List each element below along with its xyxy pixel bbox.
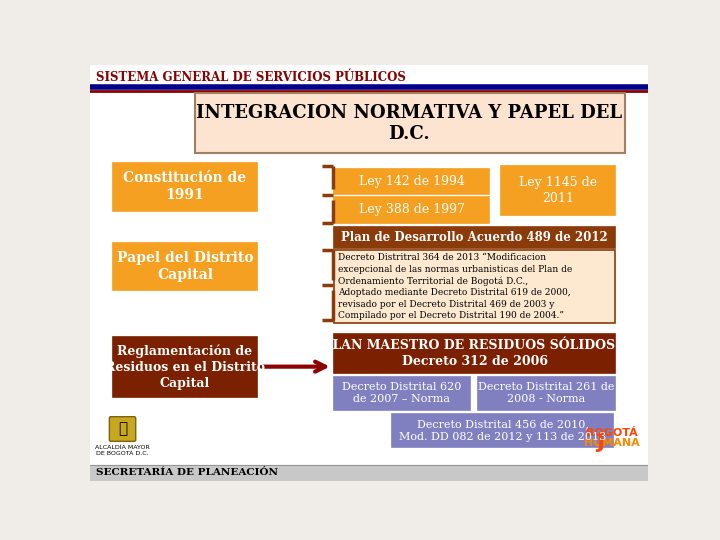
Text: Decreto Distrital 456 de 2010,
Mod. DD 082 de 2012 y 113 de 2013: Decreto Distrital 456 de 2010, Mod. DD 0… [399, 420, 606, 442]
FancyBboxPatch shape [392, 414, 613, 447]
Bar [90, 65, 648, 86]
Text: Constitución de
1991: Constitución de 1991 [123, 171, 246, 202]
Bar [90, 465, 648, 481]
Text: SECRETARÍA DE PLANEACIÓN: SECRETARÍA DE PLANEACIÓN [96, 468, 278, 477]
Text: Papel del Distrito
Capital: Papel del Distrito Capital [117, 251, 253, 282]
FancyBboxPatch shape [109, 417, 136, 441]
Text: ALCALDÍA MAYOR
DE BOGOTÁ D.C.: ALCALDÍA MAYOR DE BOGOTÁ D.C. [95, 445, 150, 456]
FancyBboxPatch shape [334, 226, 616, 248]
Text: PLAN MAESTRO DE RESIDUOS SÓLIDOS –
Decreto 312 de 2006: PLAN MAESTRO DE RESIDUOS SÓLIDOS – Decre… [323, 339, 626, 368]
FancyBboxPatch shape [334, 197, 489, 222]
Text: Decreto Distritral 364 de 2013 “Modificacion
excepcional de las normas urbanisti: Decreto Distritral 364 de 2013 “Modifica… [338, 253, 572, 320]
Text: Decreto Distrital 620
de 2007 – Norma: Decreto Distrital 620 de 2007 – Norma [342, 382, 462, 404]
FancyBboxPatch shape [334, 168, 489, 194]
FancyBboxPatch shape [500, 166, 616, 215]
FancyBboxPatch shape [334, 377, 469, 410]
Text: Ley 1145 de
2011: Ley 1145 de 2011 [519, 176, 597, 205]
FancyBboxPatch shape [334, 249, 616, 323]
Text: J: J [596, 432, 604, 452]
Text: INTEGRACION NORMATIVA Y PAPEL DEL
D.C.: INTEGRACION NORMATIVA Y PAPEL DEL D.C. [197, 104, 622, 143]
FancyBboxPatch shape [334, 334, 616, 373]
FancyBboxPatch shape [113, 338, 256, 397]
Text: HUMANA: HUMANA [584, 438, 639, 448]
FancyBboxPatch shape [113, 244, 256, 289]
Text: 🦅: 🦅 [118, 422, 127, 436]
Text: Decreto Distrital 261 de
2008 - Norma: Decreto Distrital 261 de 2008 - Norma [478, 382, 615, 404]
Text: Ley 142 de 1994: Ley 142 de 1994 [359, 175, 464, 188]
FancyBboxPatch shape [113, 163, 256, 211]
Text: Reglamentación de
Residuos en el Distrito
Capital: Reglamentación de Residuos en el Distrit… [105, 345, 265, 390]
Text: Ley 388 de 1997: Ley 388 de 1997 [359, 204, 464, 217]
FancyBboxPatch shape [194, 93, 625, 153]
Text: SISTEMA GENERAL DE SERVICIOS PÚBLICOS: SISTEMA GENERAL DE SERVICIOS PÚBLICOS [96, 71, 406, 84]
Text: Plan de Desarrollo Acuerdo 489 de 2012: Plan de Desarrollo Acuerdo 489 de 2012 [341, 231, 608, 244]
Text: BOGOTÁ: BOGOTÁ [585, 428, 637, 438]
FancyBboxPatch shape [477, 377, 616, 410]
